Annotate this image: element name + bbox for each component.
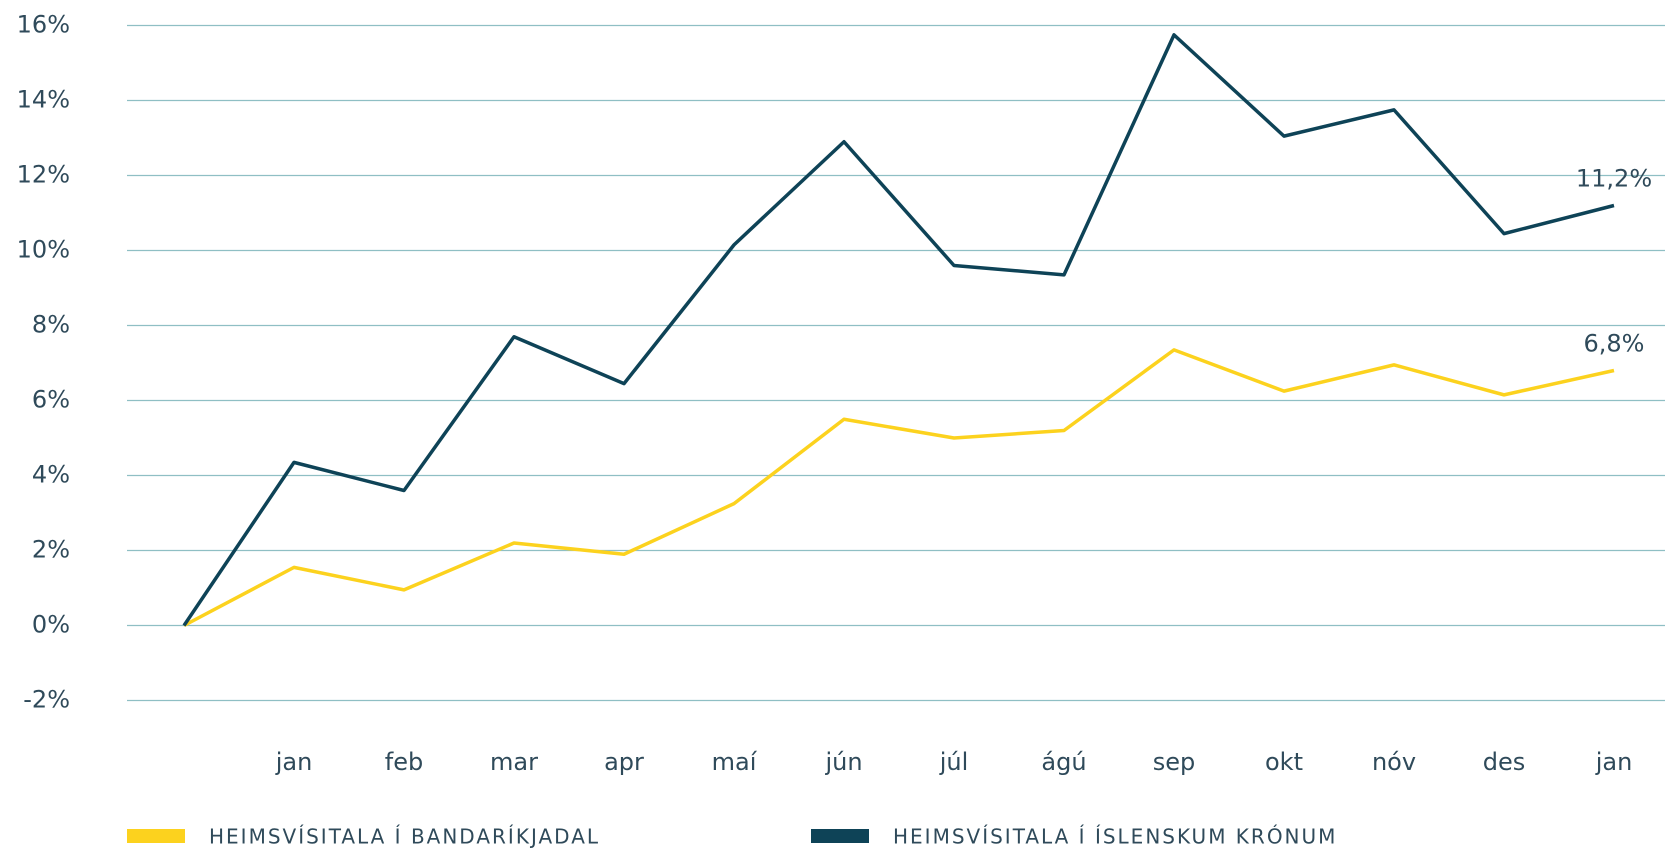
legend-label: HEIMSVÍSITALA Í ÍSLENSKUM KRÓNUM (893, 825, 1337, 849)
data-label: 6,8% (1584, 330, 1645, 358)
legend-swatch (811, 829, 869, 843)
y-tick-label: 6% (32, 386, 70, 414)
x-tick-label: jan (275, 748, 313, 776)
y-tick-label: -2% (23, 686, 70, 714)
x-tick-label: jan (1595, 748, 1633, 776)
x-tick-label: des (1483, 748, 1526, 776)
y-tick-label: 16% (17, 11, 70, 39)
y-tick-label: 12% (17, 161, 70, 189)
x-tick-label: apr (604, 748, 644, 776)
legend-swatch (127, 829, 185, 843)
y-tick-label: 0% (32, 611, 70, 639)
x-tick-label: okt (1265, 748, 1303, 776)
y-tick-label: 10% (17, 236, 70, 264)
data-label: 11,2% (1576, 165, 1652, 193)
y-tick-label: 14% (17, 86, 70, 114)
x-tick-label: júl (939, 748, 969, 776)
legend-label: HEIMSVÍSITALA Í BANDARÍKJADAL (209, 825, 600, 849)
x-tick-label: nóv (1372, 748, 1416, 776)
x-tick-label: feb (385, 748, 423, 776)
x-tick-label: jún (824, 748, 862, 776)
y-tick-label: 2% (32, 536, 70, 564)
series-line (182, 33, 1615, 627)
y-tick-label: 8% (32, 311, 70, 339)
x-tick-label: ágú (1041, 748, 1086, 776)
x-tick-label: sep (1153, 748, 1196, 776)
series-line (183, 348, 1615, 628)
y-tick-label: 4% (32, 461, 70, 489)
x-tick-label: mar (490, 748, 538, 776)
x-tick-label: maí (712, 748, 758, 776)
